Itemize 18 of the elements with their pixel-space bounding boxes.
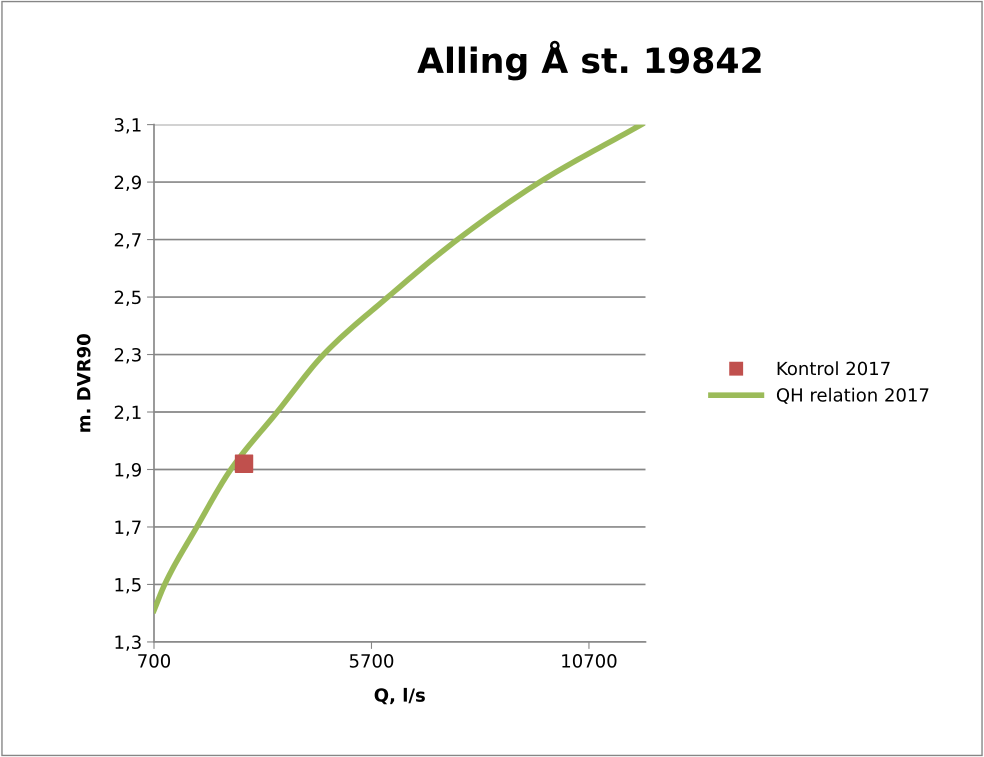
x-axis-title: Q, l/s xyxy=(374,688,425,704)
legend-label: QH relation 2017 xyxy=(776,388,928,404)
x-tick-label: 10700 xyxy=(562,654,616,668)
y-tick-label: 2,3 xyxy=(114,348,141,364)
y-tick-label: 2,1 xyxy=(114,405,141,421)
x-tick-label: 700 xyxy=(138,654,170,668)
y-tick-label: 1,3 xyxy=(115,635,141,651)
y-tick-label: 2,5 xyxy=(114,290,141,306)
y-tick-label: 1,9 xyxy=(115,462,141,478)
y-tick-label: 1,5 xyxy=(115,578,141,594)
y-tick-label: 1,7 xyxy=(115,520,141,536)
legend-label: Kontrol 2017 xyxy=(778,361,890,376)
y-tick-label: 2,7 xyxy=(114,233,141,249)
y-tick-label: 3,1 xyxy=(114,118,141,134)
x-tick-label: 5700 xyxy=(350,654,394,668)
y-tick-label: 2,9 xyxy=(114,176,141,192)
y-axis-title: m. DVR90 xyxy=(76,334,91,432)
chart-title: Alling Å st. 19842 xyxy=(417,40,761,80)
